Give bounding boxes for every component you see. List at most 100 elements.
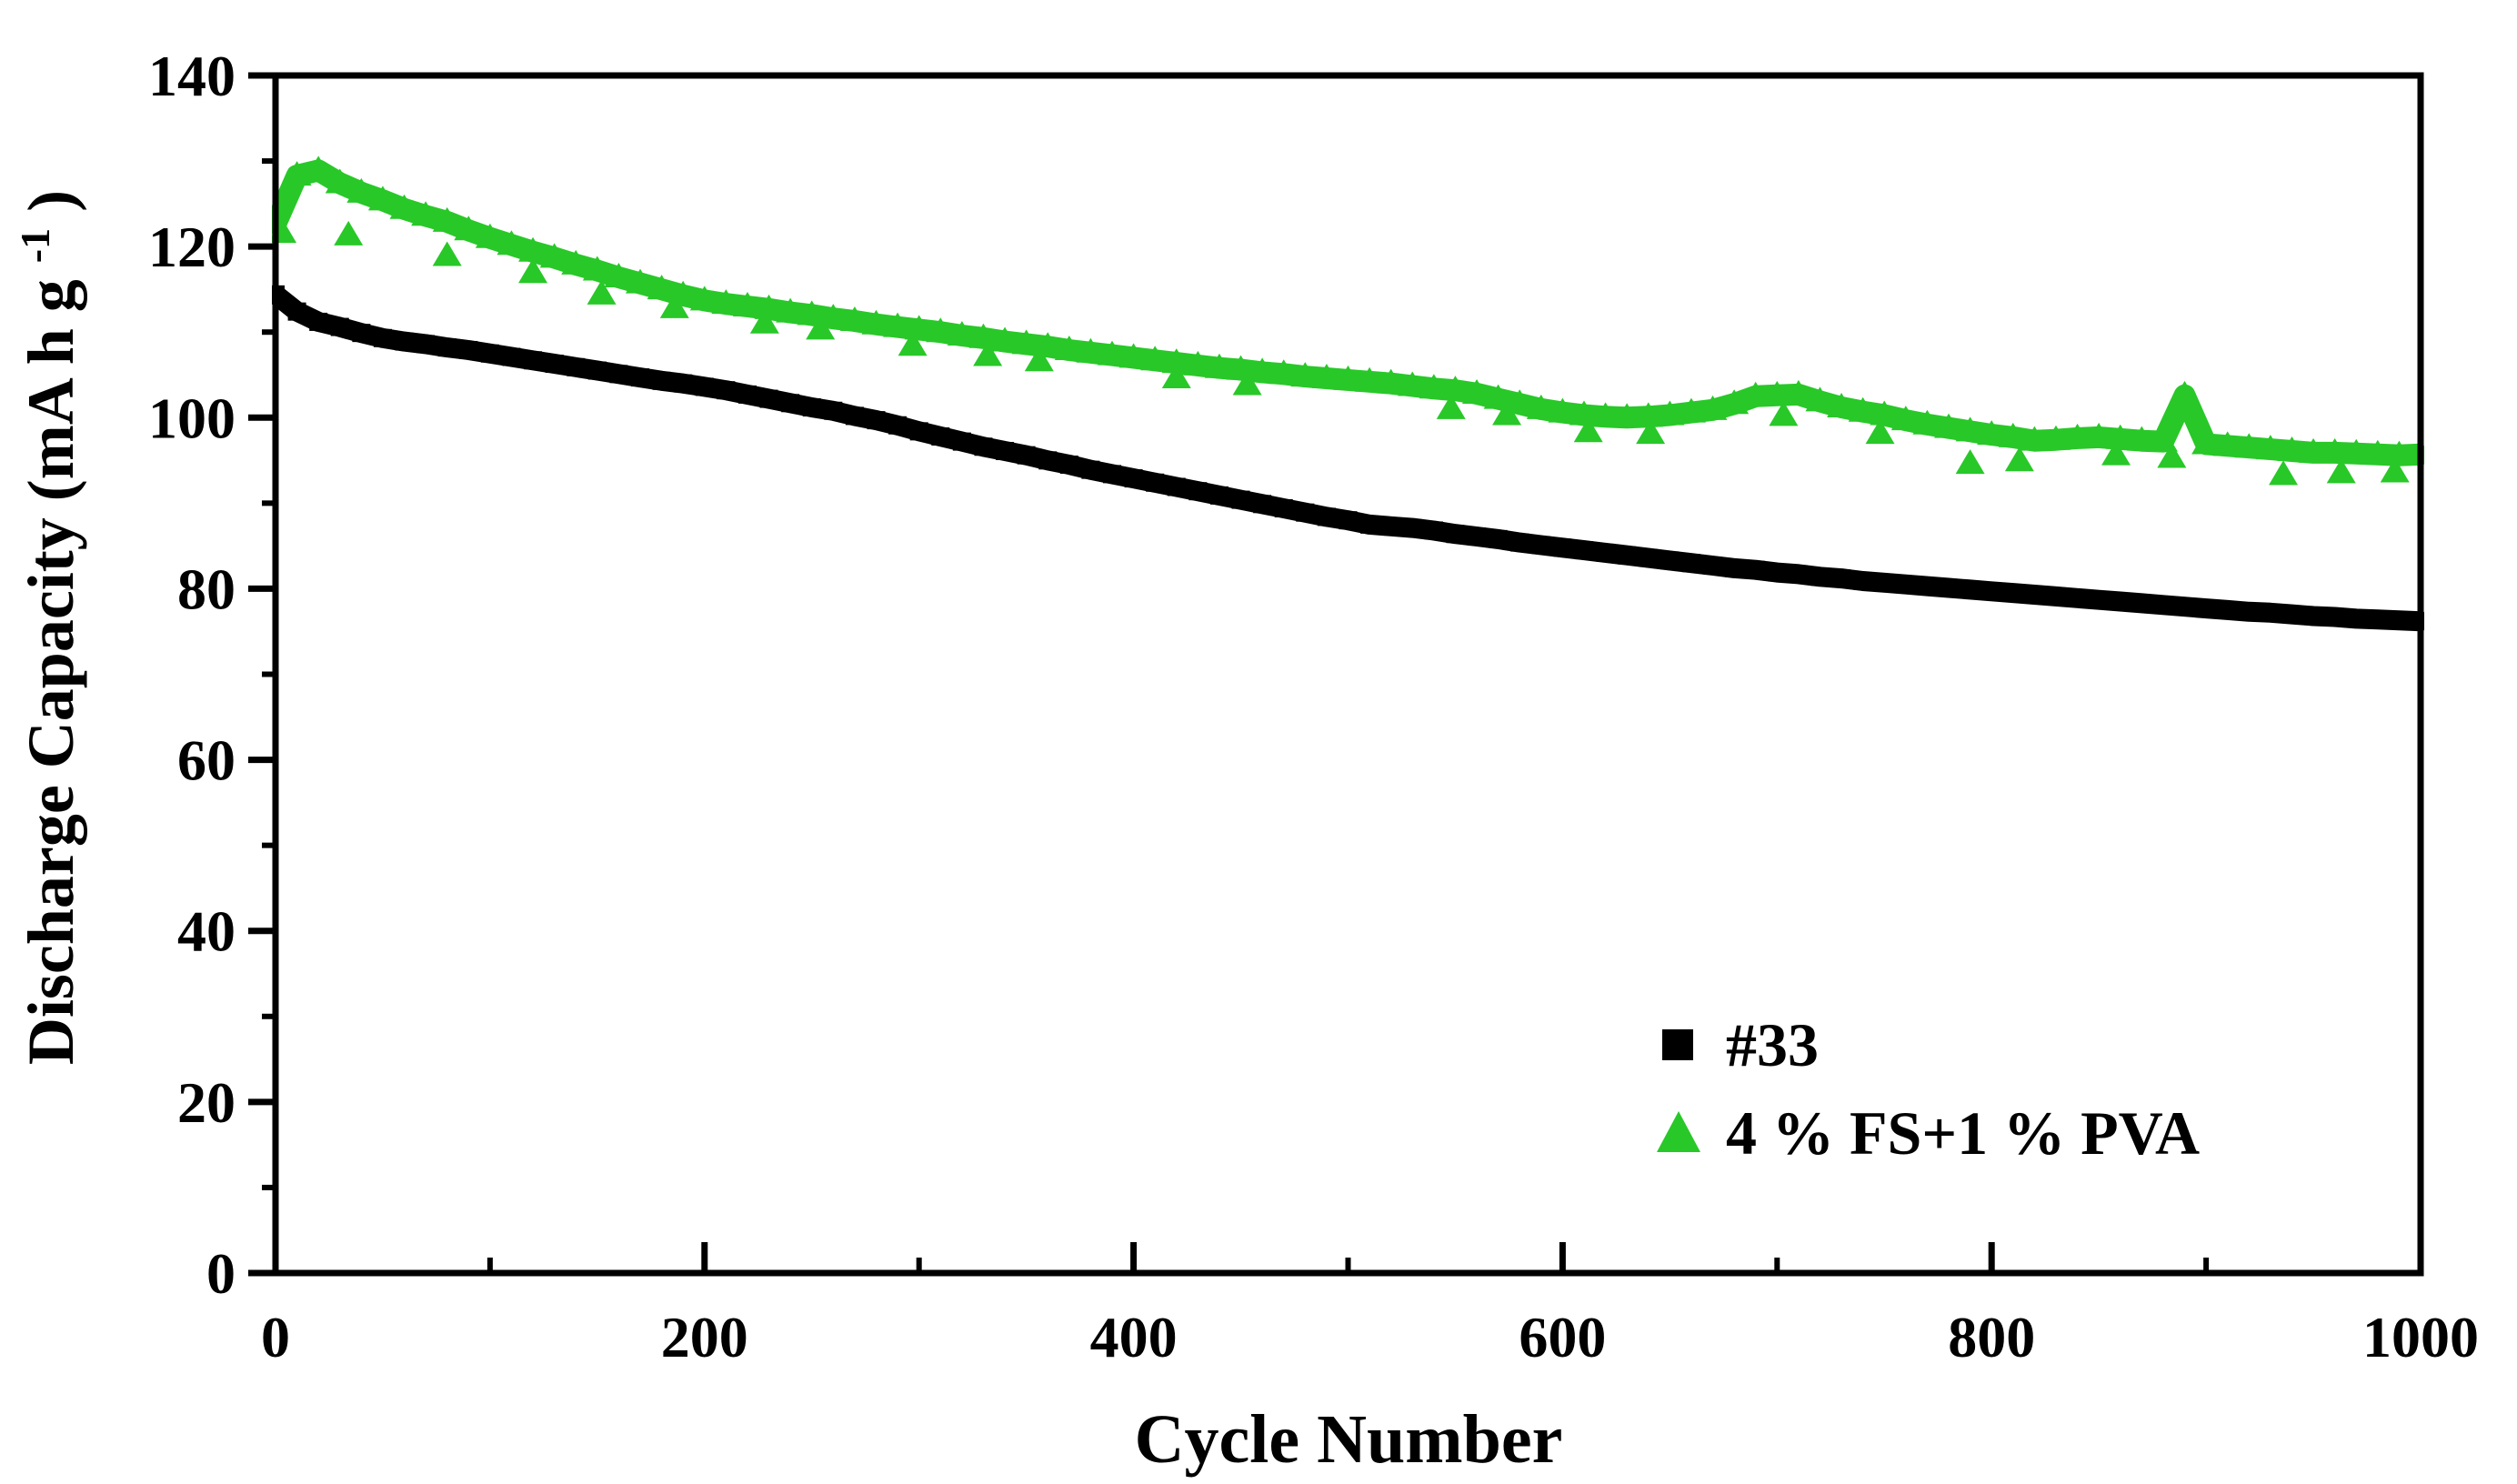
data-point-triangle <box>626 268 656 294</box>
data-point-triangle <box>1769 401 1799 426</box>
data-point-square <box>1810 567 1830 587</box>
data-point-triangle <box>1232 370 1262 396</box>
data-point-triangle <box>1890 406 1920 431</box>
data-point-square <box>631 368 650 387</box>
data-point-triangle <box>346 177 376 203</box>
data-point-triangle <box>818 304 848 329</box>
data-point-triangle <box>2157 443 2187 468</box>
data-point-triangle <box>1526 394 1556 419</box>
data-point-triangle <box>367 186 397 211</box>
data-point-triangle <box>1955 449 1985 475</box>
data-point-triangle <box>475 223 505 248</box>
data-point-triangle <box>1440 376 1470 401</box>
data-point-square <box>1038 451 1058 470</box>
data-point-square <box>2218 600 2237 619</box>
data-point-triangle <box>2320 437 2350 463</box>
data-point-square <box>2153 596 2172 615</box>
data-point-square <box>373 328 392 347</box>
data-point-triangle <box>411 201 441 226</box>
data-point-square <box>587 361 607 380</box>
data-point-triangle <box>711 289 741 315</box>
data-point-square <box>1124 469 1143 488</box>
data-point-triangle <box>1633 402 1663 427</box>
data-point-square <box>2111 592 2130 611</box>
data-point-square <box>2175 597 2194 617</box>
data-point-triangle <box>2020 426 2050 451</box>
data-point-triangle <box>1977 420 2007 446</box>
data-point-triangle <box>897 331 928 356</box>
y-tick-label: 100 <box>148 386 236 450</box>
data-point-triangle <box>990 326 1020 352</box>
data-point-square <box>974 437 993 456</box>
data-point-triangle <box>806 315 836 340</box>
data-point-square <box>502 347 521 366</box>
y-axis-title-close: ) <box>15 190 87 212</box>
data-point-square <box>567 357 586 376</box>
data-point-triangle <box>282 161 312 186</box>
data-point-square <box>674 374 693 393</box>
data-point-square <box>1660 551 1680 570</box>
data-point-triangle <box>839 306 869 331</box>
data-point-triangle <box>1462 378 1492 404</box>
data-point-square <box>1982 582 2001 601</box>
data-point-square <box>867 411 886 430</box>
data-point-square <box>1918 577 1937 596</box>
data-point-triangle <box>1355 366 1385 392</box>
data-point-triangle <box>2084 422 2114 447</box>
data-point-square <box>1681 554 1700 573</box>
data-point-triangle <box>2269 460 2299 486</box>
plot-series-group <box>272 155 2424 632</box>
data-point-square <box>2390 611 2409 630</box>
data-point-square <box>2240 602 2259 621</box>
data-point-triangle <box>1161 348 1191 374</box>
data-point-square <box>1231 490 1250 509</box>
data-point-square <box>1103 465 1122 484</box>
data-point-triangle <box>1590 402 1620 427</box>
data-point-square <box>2046 587 2065 606</box>
data-point-square <box>1446 525 1465 544</box>
data-point-triangle <box>1612 403 1642 428</box>
y-tick-label: 20 <box>177 1070 236 1135</box>
data-point-square <box>2003 584 2022 603</box>
x-tick-label: 400 <box>1090 1305 1178 1369</box>
data-point-square <box>909 422 928 441</box>
data-point-triangle <box>1912 409 1942 435</box>
data-point-square <box>824 401 843 420</box>
data-point-triangle <box>2255 435 2285 460</box>
data-point-triangle <box>1492 400 1522 426</box>
data-point-triangle <box>2342 438 2372 464</box>
data-point-square <box>1531 536 1550 555</box>
data-point-square <box>888 416 908 435</box>
data-point-triangle <box>1398 371 1428 396</box>
data-point-triangle <box>1805 386 1835 412</box>
data-point-square <box>1317 507 1336 526</box>
data-point-square <box>437 338 456 357</box>
data-point-triangle <box>1569 400 1599 426</box>
data-point-square <box>802 397 821 416</box>
data-point-triangle <box>1024 346 1054 372</box>
data-point-triangle <box>1865 419 1895 445</box>
data-point-square <box>781 394 800 413</box>
data-point-triangle <box>1955 416 1985 442</box>
data-point-square <box>1574 541 1593 560</box>
data-point-triangle <box>1548 397 1578 423</box>
data-point-triangle <box>1655 400 1685 426</box>
plot-frame <box>272 72 2424 1277</box>
data-point-triangle <box>2101 440 2131 466</box>
data-point-triangle <box>1676 397 1706 423</box>
data-point-triangle <box>454 216 484 241</box>
data-point-triangle <box>2127 426 2157 451</box>
data-point-square <box>1167 477 1186 496</box>
y-axis-title: Discharge Capacity (mA h g -1 ) <box>0 190 87 1065</box>
x-axis-title: Cycle Number <box>1135 1401 1563 1478</box>
data-point-triangle <box>325 168 355 194</box>
data-point-triangle <box>732 291 762 316</box>
data-point-square <box>416 335 436 354</box>
data-point-triangle <box>2191 429 2221 455</box>
data-point-square <box>524 351 543 370</box>
data-point-triangle <box>754 294 784 319</box>
y-tick-label: 60 <box>177 728 236 793</box>
data-point-triangle <box>1827 392 1857 417</box>
legend-label-series-1: #33 <box>1726 1010 1819 1079</box>
